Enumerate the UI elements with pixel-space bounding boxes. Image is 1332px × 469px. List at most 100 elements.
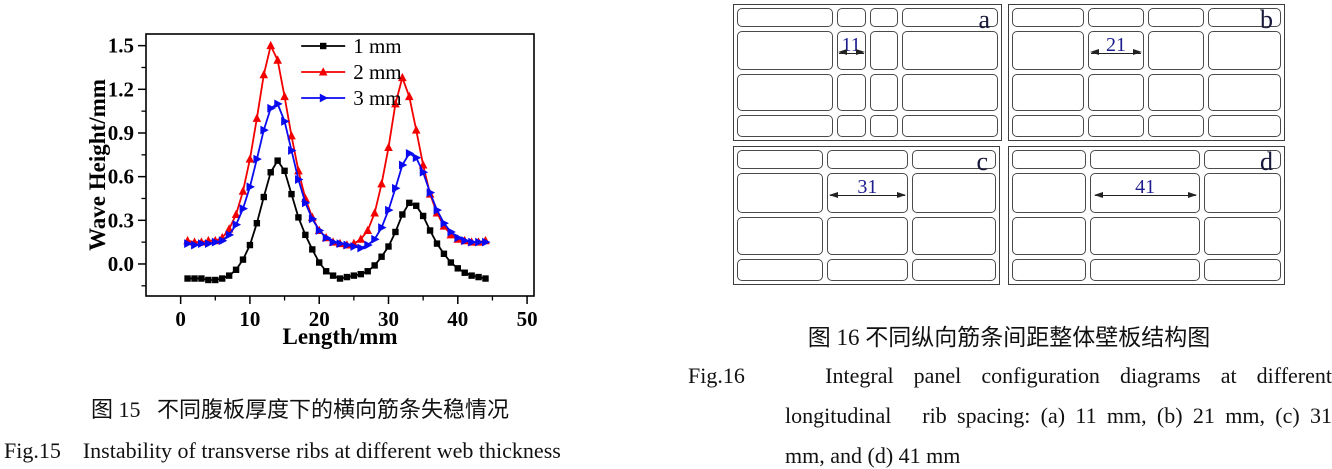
marker-square (482, 275, 489, 282)
marker-square (329, 272, 337, 279)
panel-a: a 11 (733, 4, 1002, 141)
panel-cell (1087, 74, 1145, 112)
marker-square (225, 272, 233, 279)
y-tick-label: 1.2 (108, 77, 134, 101)
panel-cell (1203, 258, 1281, 281)
marker-square (392, 228, 399, 236)
marker-triangle-right (336, 239, 345, 248)
marker-square (309, 246, 316, 253)
marker-triangle-right (184, 239, 193, 248)
panel-cell: 21 (1087, 30, 1145, 71)
marker-square (281, 167, 288, 175)
marker-square (288, 190, 295, 198)
panel-cell (737, 258, 823, 281)
marker-square (426, 227, 434, 234)
panel-cell (826, 217, 909, 255)
marker-triangle-up (391, 99, 400, 108)
y-tick-label: 0.0 (108, 252, 134, 276)
marker-triangle-up (259, 69, 269, 79)
rib-spacing-value: 41 (1135, 176, 1156, 199)
marker-triangle-right (329, 237, 339, 247)
legend-label: 3 mm (353, 86, 401, 110)
marker-triangle-up (318, 67, 328, 76)
marker-triangle-up (404, 91, 414, 101)
marker-triangle-right (315, 226, 325, 235)
panel-cell (836, 74, 866, 112)
panel-cell: a (902, 7, 998, 33)
marker-square (336, 275, 344, 282)
panel-cell: b (1208, 7, 1281, 33)
plot-box (145, 33, 535, 297)
panel-cell (1012, 74, 1084, 112)
series-line-2mm (187, 42, 486, 246)
marker-triangle-right (288, 146, 297, 155)
panel-cell: 11 (836, 30, 866, 71)
arrowhead-left-icon (837, 49, 847, 56)
fig16-caption-en-line3: mm, and (d) 41 mm (785, 443, 961, 468)
dimension-arrow (1093, 191, 1197, 198)
marker-square (440, 250, 448, 257)
marker-triangle-right (319, 93, 329, 103)
marker-square (343, 273, 351, 281)
panel-letter-b: b (1260, 5, 1273, 34)
marker-triangle-right (440, 218, 449, 228)
arrowhead-left-icon (828, 191, 838, 198)
arrowhead-right-icon (1133, 49, 1143, 56)
marker-triangle-up (252, 113, 262, 122)
marker-triangle-right (461, 236, 470, 246)
marker-square (385, 243, 392, 250)
marker-triangle-up (266, 40, 276, 50)
panel-cell (902, 30, 998, 71)
marker-square (461, 269, 468, 276)
fig16-caption-zh: 图 16 不同纵向筋条间距整体壁板结构图 (807, 325, 1211, 350)
panel-letter-a: a (978, 5, 990, 34)
y-axis-label: Wave Height/mm (88, 79, 110, 251)
panel-cell (1208, 74, 1281, 112)
panel-cell: d (1203, 149, 1281, 175)
panel-cell: c (912, 149, 996, 175)
panel-cell (869, 115, 899, 137)
marker-square (205, 276, 212, 284)
panel-cell (1012, 30, 1084, 71)
marker-square (399, 211, 406, 218)
wave-height-chart: 0 10 20 30 40 50 0.0 0.3 0.6 0.9 1.2 1.5 Length/mm Wa… (85, 12, 550, 350)
marker-triangle-up (273, 55, 282, 64)
panel-cell (737, 115, 833, 137)
marker-triangle-right (232, 220, 242, 230)
marker-triangle-up (377, 179, 386, 188)
dimension-arrow (1089, 49, 1143, 56)
panel-cell (1203, 217, 1281, 255)
panel-cell (869, 8, 899, 27)
panel-cell (737, 217, 823, 255)
marker-triangle-up (363, 225, 373, 234)
marker-triangle-right (211, 237, 221, 247)
marker-triangle-right (322, 233, 332, 243)
marker-square (253, 220, 261, 227)
dimension-arrow (828, 191, 906, 198)
panel-cell (1148, 30, 1205, 71)
rib-spacing-value: 21 (1105, 33, 1126, 56)
y-tick-label: 0.3 (108, 208, 134, 232)
marker-square (371, 262, 378, 269)
marker-square (274, 157, 281, 164)
marker-triangle-right (301, 198, 311, 208)
marker-square (184, 275, 191, 282)
marker-triangle-right (419, 167, 429, 177)
marker-square (433, 240, 441, 247)
marker-triangle-right (398, 160, 408, 170)
panel-cell (902, 115, 998, 137)
marker-triangle-right (392, 183, 401, 193)
marker-triangle-right (274, 99, 283, 109)
panel-cell (869, 74, 899, 112)
panel-cell (1090, 258, 1200, 281)
marker-square (475, 273, 482, 281)
panel-cell (1012, 8, 1084, 27)
marker-square (364, 268, 371, 275)
arrowhead-right-icon (855, 49, 865, 56)
panel-cell (902, 74, 998, 112)
panel-cell (1012, 172, 1087, 214)
marker-triangle-up (287, 131, 296, 140)
marker-square (316, 259, 323, 266)
marker-triangle-right (468, 237, 477, 247)
